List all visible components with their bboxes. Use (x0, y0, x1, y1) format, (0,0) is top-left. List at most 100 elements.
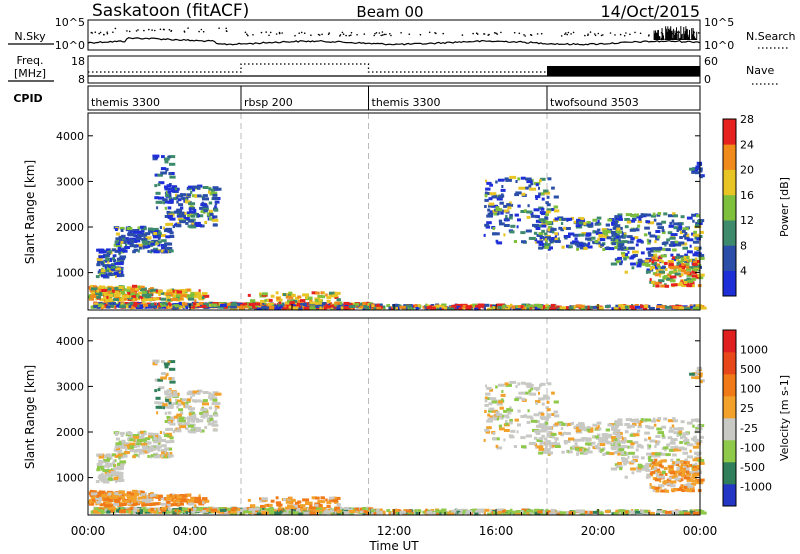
nsearch-dot (218, 27, 220, 30)
range-gate-cell (645, 270, 651, 274)
range-gate-cell (125, 500, 130, 503)
range-gate-cell (657, 235, 661, 239)
range-gate-cell (155, 405, 162, 409)
range-gate-cell (129, 240, 135, 244)
range-gate-cell (425, 303, 428, 307)
range-gate-cell (101, 494, 108, 497)
range-gate-cell (194, 400, 197, 403)
range-gate-cell (615, 440, 620, 444)
range-gate-cell (520, 305, 524, 309)
range-gate-cell (693, 230, 697, 234)
range-gate-cell (598, 306, 604, 310)
range-gate-cell (526, 307, 530, 311)
range-gate-cell (592, 218, 597, 222)
range-gate-cell (554, 442, 558, 446)
range-gate-cell (386, 304, 391, 308)
range-gate-cell (482, 510, 486, 514)
range-gate-cell (625, 213, 633, 217)
range-gate-cell (160, 244, 168, 247)
nsearch-dot (350, 31, 353, 34)
range-gate-cell (565, 227, 571, 230)
range-gate-cell (661, 452, 666, 456)
range-gate-cell (578, 438, 585, 442)
range-gate-cell (187, 185, 194, 189)
range-gate-cell (328, 496, 335, 500)
range-gate-cell (648, 231, 652, 235)
range-gate-cell (130, 492, 135, 496)
range-gate-cell (168, 305, 173, 309)
range-gate-cell (539, 441, 543, 445)
nsearch-dot (321, 33, 323, 36)
range-gate-cell (394, 303, 399, 307)
nsearch-dot (536, 33, 539, 35)
range-gate-cell (636, 261, 639, 265)
range-gate-cell (615, 422, 619, 425)
colorbar-swatch (723, 119, 736, 145)
range-gate-cell (543, 425, 546, 429)
range-gate-cell (576, 247, 579, 251)
range-gate-cell (516, 225, 519, 229)
range-gate-cell (160, 167, 167, 171)
range-gate-cell (669, 266, 676, 270)
range-gate-cell (317, 304, 323, 308)
nave-tick-high: 60 (704, 55, 718, 68)
range-gate-cell (687, 266, 694, 270)
range-gate-cell (126, 286, 132, 290)
range-gate-cell (148, 291, 152, 295)
range-gate-cell (669, 270, 676, 274)
range-gate-cell (606, 441, 612, 445)
range-gate-cell (186, 398, 192, 402)
range-gate-cell (495, 239, 499, 243)
range-gate-cell (277, 303, 284, 307)
range-gate-cell (191, 426, 195, 430)
range-gate-cell (527, 204, 530, 208)
range-gate-cell (672, 453, 677, 457)
range-gate-cell (545, 220, 552, 224)
range-gate-cell (617, 213, 623, 217)
range-gate-cell (140, 434, 145, 438)
range-gate-cell (130, 497, 135, 501)
range-gate-cell (610, 467, 618, 471)
range-gate-cell (202, 294, 210, 298)
range-gate-cell (141, 490, 145, 494)
range-gate-cell (166, 494, 172, 498)
range-gate-cell (513, 240, 517, 243)
range-gate-cell (142, 493, 146, 497)
range-gate-cell (695, 221, 701, 225)
range-gate-cell (670, 253, 674, 257)
nsearch-dot (560, 35, 563, 37)
range-gate-cell (572, 438, 580, 442)
range-gate-cell (261, 307, 264, 311)
range-gate-cell (305, 511, 312, 515)
range-gate-cell (634, 236, 639, 239)
range-gate-cell (309, 299, 313, 303)
range-gate-cell (168, 172, 172, 176)
range-gate-cell (115, 232, 120, 236)
range-gate-cell (114, 262, 119, 266)
range-gate-cell (202, 186, 209, 189)
nsearch-dot (500, 31, 502, 34)
range-gate-cell (545, 425, 552, 429)
range-gate-cell (133, 234, 137, 238)
range-gate-cell (199, 411, 204, 415)
range-gate-cell (427, 304, 430, 308)
range-gate-cell (101, 490, 106, 494)
nsearch-dot (246, 33, 248, 35)
range-gate-cell (121, 294, 125, 298)
range-gate-cell (694, 246, 699, 250)
nsearch-dot (671, 32, 674, 35)
range-gate-cell (89, 284, 94, 288)
range-gate-cell (187, 429, 190, 433)
range-gate-cell (117, 453, 124, 457)
range-gate-cell (578, 426, 584, 430)
range-gate-cell (129, 449, 137, 453)
range-gate-cell (150, 230, 154, 234)
range-gate-cell (613, 224, 621, 228)
range-gate-cell (88, 295, 92, 299)
range-gate-cell (499, 427, 505, 431)
range-gate-cell (181, 401, 185, 405)
range-gate-cell (675, 256, 678, 260)
range-gate-cell (212, 428, 218, 432)
range-gate-cell (465, 307, 471, 311)
